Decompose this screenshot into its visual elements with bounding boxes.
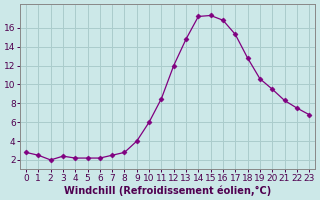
X-axis label: Windchill (Refroidissement éolien,°C): Windchill (Refroidissement éolien,°C) (64, 185, 271, 196)
